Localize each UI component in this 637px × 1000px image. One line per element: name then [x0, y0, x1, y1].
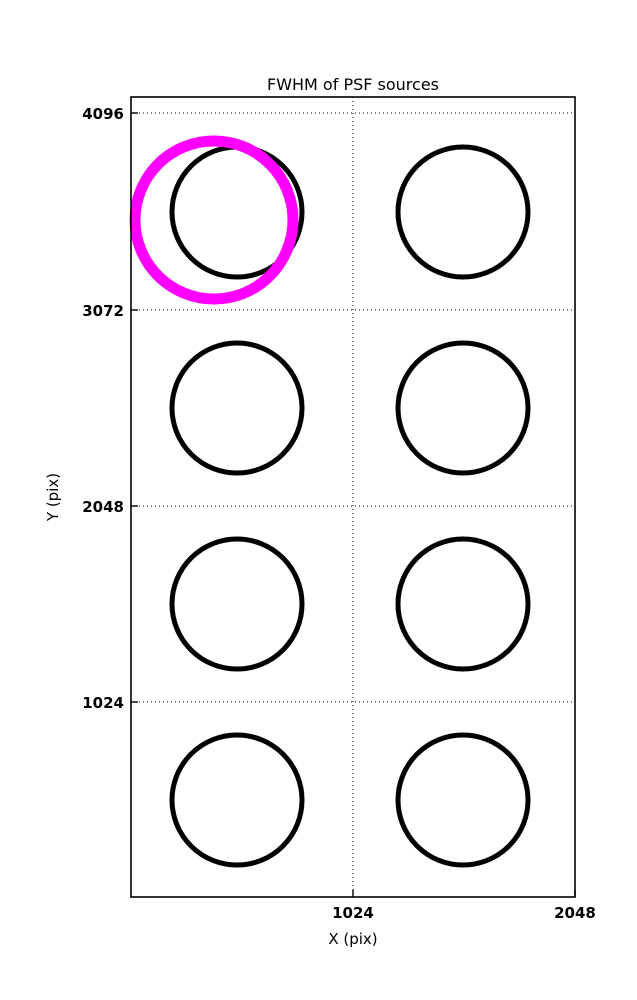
- x-tick-marks: [352, 890, 576, 897]
- y-tick-label-2048: 2048: [82, 498, 124, 516]
- psf-circle-r3c2: [395, 536, 531, 672]
- x-tick-label-1024: 1024: [332, 904, 374, 922]
- psf-circle-r2c2: [395, 340, 531, 476]
- plot-title: FWHM of PSF sources: [267, 75, 439, 94]
- y-axis-label: Y (pix): [44, 473, 62, 522]
- y-tick-label-4096: 4096: [82, 105, 124, 123]
- x-tick-label-2048: 2048: [554, 904, 596, 922]
- psf-circle-r1c2: [395, 144, 531, 280]
- psf-circle-r4c2: [395, 732, 531, 868]
- y-tick-label-1024: 1024: [82, 694, 124, 712]
- y-tick-label-3072: 3072: [82, 302, 124, 320]
- x-axis-label: X (pix): [328, 930, 377, 948]
- psf-circle-r2c1: [169, 340, 305, 476]
- psf-source-circles: [169, 144, 531, 868]
- y-tick-marks: [131, 112, 138, 703]
- psf-circle-r3c1: [169, 536, 305, 672]
- psf-circle-r4c1: [169, 732, 305, 868]
- highlighted-psf-circle: [129, 135, 299, 305]
